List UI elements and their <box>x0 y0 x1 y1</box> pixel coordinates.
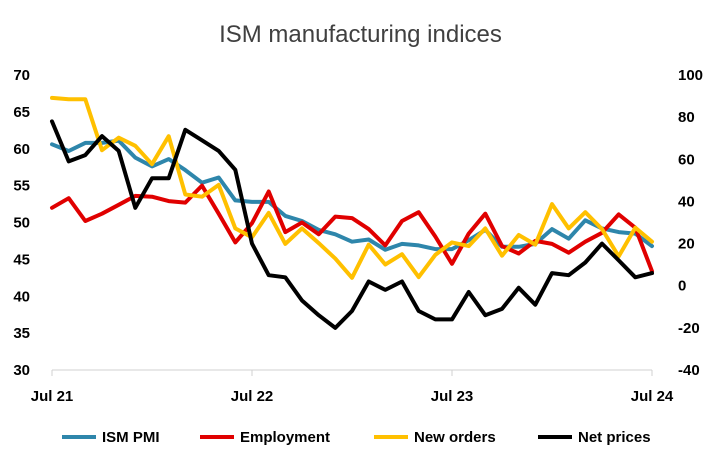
y-left-tick-label: 55 <box>13 178 30 195</box>
y-right-tick-label: 80 <box>678 109 695 126</box>
legend-label: ISM PMI <box>102 429 160 446</box>
y-right-tick-label: 20 <box>678 236 695 253</box>
y-left-tick-label: 40 <box>13 288 30 305</box>
y-right-tick-label: -40 <box>678 362 700 379</box>
series-lines <box>50 95 654 330</box>
x-axis: Jul 21 Jul 22 Jul 23 Jul 24 <box>31 370 674 405</box>
series-line-employment <box>50 183 654 274</box>
y-left-tick-label: 50 <box>13 215 30 232</box>
series-line-new-orders <box>50 95 654 280</box>
y-right-tick-label: -20 <box>678 320 700 337</box>
chart-title: ISM manufacturing indices <box>219 21 502 48</box>
y-left-tick-label: 35 <box>13 325 30 342</box>
y-right-tick-label: 40 <box>678 193 695 210</box>
legend-label: Net prices <box>578 429 651 446</box>
legend: ISM PMI Employment New orders Net prices <box>62 429 651 446</box>
series-line-ism-pmi <box>50 138 654 252</box>
x-tick-label: Jul 24 <box>631 388 674 405</box>
y-left-tick-label: 70 <box>13 67 30 84</box>
legend-label: Employment <box>240 429 330 446</box>
y-right-axis: -40 -20 0 20 40 60 80 100 <box>678 67 703 379</box>
y-right-tick-label: 100 <box>678 67 703 84</box>
y-left-tick-label: 30 <box>13 362 30 379</box>
x-tick-label: Jul 22 <box>231 388 274 405</box>
y-left-tick-label: 60 <box>13 141 30 158</box>
y-right-tick-label: 0 <box>678 278 686 295</box>
y-left-tick-label: 65 <box>13 104 30 121</box>
x-tick-label: Jul 21 <box>31 388 74 405</box>
series-line-net-prices <box>50 119 654 330</box>
x-tick-label: Jul 23 <box>431 388 474 405</box>
y-left-axis: 30 35 40 45 50 55 60 65 70 <box>13 67 30 379</box>
y-left-tick-label: 45 <box>13 251 30 268</box>
legend-label: New orders <box>414 429 496 446</box>
y-right-tick-label: 60 <box>678 151 695 168</box>
